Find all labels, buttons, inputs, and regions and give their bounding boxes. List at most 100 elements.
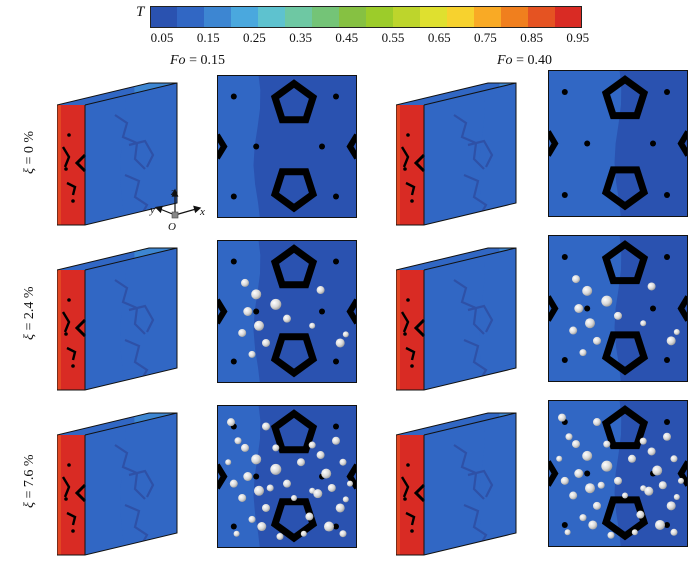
particle-sphere <box>582 285 593 296</box>
particle-sphere <box>262 422 270 431</box>
particle-sphere <box>243 472 253 481</box>
colorbar-cell <box>339 6 367 28</box>
obstacle-dot <box>333 423 339 430</box>
particle-sphere <box>572 440 580 449</box>
particle-sphere <box>297 458 305 467</box>
section-frame <box>548 70 688 217</box>
obstacle-dot <box>230 358 237 365</box>
particle-sphere <box>266 484 274 492</box>
colorbar-tick-label: 0.35 <box>289 30 312 45</box>
block-3d-fo040-row1 <box>396 247 517 391</box>
particle-sphere <box>300 530 307 537</box>
block-outline <box>57 247 178 391</box>
particle-sphere <box>673 329 680 336</box>
section-fo015-row0 <box>217 75 357 218</box>
block-outline <box>396 412 517 556</box>
particle-sphere <box>243 307 253 316</box>
particle-sphere <box>272 444 280 452</box>
block-temperature-band <box>424 83 485 225</box>
axis-label-x: x <box>200 206 205 218</box>
particle-sphere <box>647 282 656 291</box>
section-frame <box>548 235 688 382</box>
obstacle-dot <box>561 89 568 96</box>
block-network-lines <box>114 279 155 385</box>
particle-sphere <box>673 494 680 501</box>
block-front-shapes <box>400 476 416 526</box>
obstacle-pentagon-top <box>270 409 318 454</box>
colorbar-cell <box>555 6 582 28</box>
block-front-notch <box>74 153 87 173</box>
section-fo040-row2 <box>548 400 688 547</box>
obstacle-dot <box>253 143 260 150</box>
particle-sphere <box>636 510 645 519</box>
particle-sphere <box>335 503 345 513</box>
block-front-notch <box>74 483 87 503</box>
obstacle-pentagon-bottom <box>601 331 649 376</box>
colorbar-tick-label: 0.55 <box>381 30 405 45</box>
colorbar-cell <box>474 6 502 28</box>
section-fo040-row0 <box>548 70 688 217</box>
particle-sphere <box>556 455 563 462</box>
colorbar-tick-label: 0.95 <box>566 30 590 45</box>
colorbar-cell <box>501 6 529 28</box>
particle-sphere <box>569 491 578 500</box>
block-front-notch <box>413 483 426 503</box>
particle-sphere <box>579 349 587 357</box>
particle-sphere <box>582 450 593 461</box>
particle-sphere <box>262 503 270 512</box>
particle-sphere <box>308 441 316 449</box>
block-front-shapes <box>400 311 416 361</box>
obstacle-right-notch <box>677 295 688 322</box>
colorbar-cell <box>528 6 556 28</box>
row-label-xi-24: ξ = 2.4 % <box>22 286 37 340</box>
colorbar-cell <box>393 6 421 28</box>
obstacle-dot <box>333 93 339 100</box>
obstacle-left-notch <box>217 298 228 325</box>
colorbar-cell <box>312 6 340 28</box>
block-front-notch <box>413 318 426 338</box>
row-label-xi-76: ξ = 7.6 % <box>22 454 37 508</box>
particle-sphere <box>339 458 347 466</box>
obstacle-pentagon-top <box>270 79 318 124</box>
obstacle-pentagon-top <box>601 405 649 450</box>
particle-sphere <box>603 440 611 448</box>
particle-sphere <box>339 530 347 538</box>
particle-sphere <box>572 275 580 284</box>
particle-sphere <box>248 350 256 358</box>
colorbar-cell <box>231 6 259 28</box>
block-front-shapes <box>400 146 416 196</box>
block-outline <box>57 82 178 226</box>
obstacle-dot <box>561 191 568 198</box>
particle-sphere <box>251 454 262 465</box>
particle-sphere <box>316 286 325 295</box>
particle-sphere <box>262 338 270 347</box>
block-3d-fo040-row0 <box>396 82 517 226</box>
obstacle-dot <box>561 356 568 363</box>
particle-sphere <box>652 465 663 476</box>
section-frame <box>217 75 357 218</box>
obstacle-dot <box>664 191 670 198</box>
particle-sphere <box>593 418 601 427</box>
particle-sphere <box>639 437 647 445</box>
particle-sphere <box>254 485 264 496</box>
block-3d-fo015-row2 <box>57 412 178 556</box>
particle-sphere <box>342 331 349 338</box>
particle-sphere <box>225 459 232 466</box>
obstacle-dot <box>664 254 670 261</box>
particle-sphere <box>560 476 569 485</box>
section-fo015-row1 <box>217 240 357 383</box>
row-label-xi-0: ξ = 0 % <box>22 130 37 174</box>
colorbar-tick-label: 0.25 <box>243 30 266 45</box>
obstacle-dot <box>650 305 656 312</box>
obstacle-dot <box>253 473 260 480</box>
particle-sphere <box>565 433 573 441</box>
particle-sphere <box>678 477 684 484</box>
particle-sphere <box>601 460 613 472</box>
particle-sphere <box>233 530 240 537</box>
particle-sphere <box>585 483 595 494</box>
obstacle-right-notch <box>677 460 688 487</box>
particle-sphere <box>614 476 622 485</box>
colorbar-tick-label: 0.85 <box>520 30 543 45</box>
obstacle-dot <box>664 356 670 363</box>
particle-sphere <box>558 413 566 422</box>
